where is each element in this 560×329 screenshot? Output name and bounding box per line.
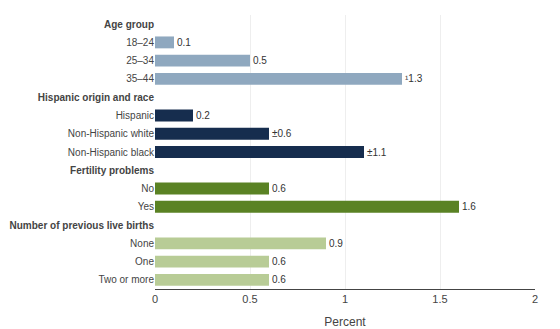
svg-text:0: 0 — [152, 293, 158, 305]
svg-text:±1.1: ±1.1 — [367, 147, 387, 158]
svg-text:Number of previous live births: Number of previous live births — [10, 220, 155, 231]
svg-text:Yes: Yes — [138, 201, 154, 212]
svg-text:1: 1 — [342, 293, 348, 305]
svg-text:1.5: 1.5 — [432, 293, 447, 305]
svg-text:Non-Hispanic white: Non-Hispanic white — [68, 128, 155, 139]
svg-text:One: One — [135, 256, 154, 267]
svg-text:0.5: 0.5 — [253, 55, 267, 66]
svg-text:No: No — [141, 183, 154, 194]
svg-text:2: 2 — [532, 293, 538, 305]
svg-text:Percent: Percent — [324, 315, 366, 329]
svg-text:0.1: 0.1 — [177, 37, 191, 48]
svg-text:18–24: 18–24 — [126, 37, 154, 48]
svg-text:35–44: 35–44 — [126, 73, 154, 84]
svg-text:1.6: 1.6 — [462, 201, 476, 212]
svg-text:0.2: 0.2 — [196, 110, 210, 121]
svg-text:25–34: 25–34 — [126, 55, 154, 66]
svg-text:Non-Hispanic black: Non-Hispanic black — [68, 147, 155, 158]
svg-text:None: None — [130, 238, 154, 249]
svg-text:Fertility problems: Fertility problems — [70, 165, 154, 176]
svg-text:0.6: 0.6 — [272, 274, 286, 285]
svg-text:¹1.3: ¹1.3 — [405, 73, 423, 84]
svg-text:±0.6: ±0.6 — [272, 128, 292, 139]
svg-text:0.6: 0.6 — [272, 183, 286, 194]
svg-text:Two or more: Two or more — [98, 274, 154, 285]
svg-text:Hispanic origin and race: Hispanic origin and race — [38, 92, 155, 103]
svg-text:Hispanic: Hispanic — [116, 110, 154, 121]
svg-text:0.9: 0.9 — [329, 238, 343, 249]
svg-text:0.6: 0.6 — [272, 256, 286, 267]
svg-text:0.5: 0.5 — [242, 293, 257, 305]
svg-text:Age group: Age group — [104, 19, 154, 30]
